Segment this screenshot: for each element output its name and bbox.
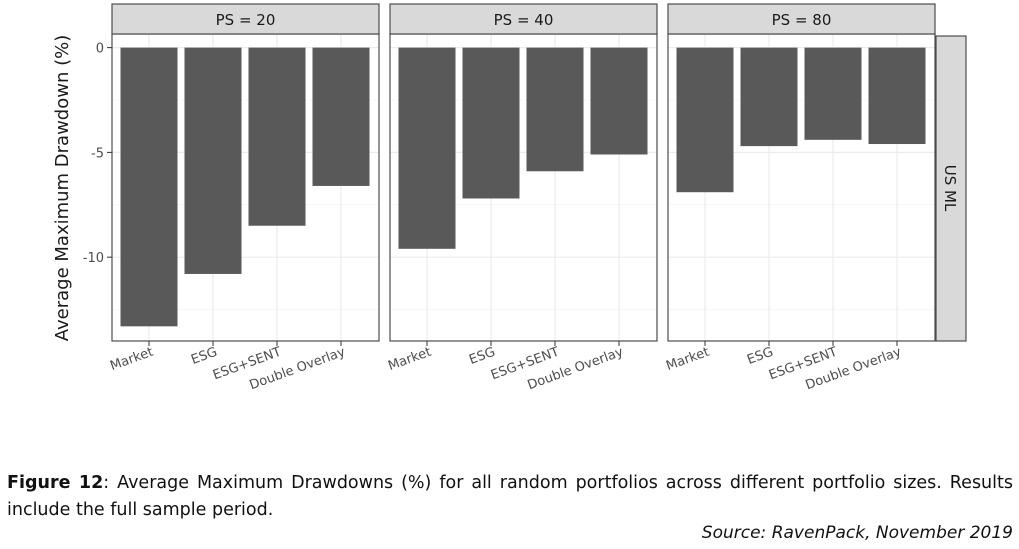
- row-strip: [935, 35, 967, 342]
- x-tick-label: ESG: [189, 345, 219, 368]
- x-tick-label: Market: [664, 345, 711, 374]
- bar-esg: [462, 47, 520, 199]
- bar-market: [398, 47, 456, 249]
- bar-market: [120, 47, 178, 327]
- source-note: Source: RavenPack, November 2019: [701, 523, 1013, 543]
- bar-esg-sent: [526, 47, 584, 172]
- panel-strip-label: PS = 20: [216, 11, 276, 29]
- y-tick-label: 0: [96, 42, 104, 57]
- bar-esg-sent: [804, 47, 862, 140]
- x-tick-label: Market: [386, 345, 433, 374]
- panel-strip: [389, 3, 658, 35]
- panel-strip: [667, 3, 936, 35]
- bar-market: [676, 47, 734, 193]
- figure-caption-label: Figure 12: [7, 473, 104, 493]
- y-tick-label: -5: [91, 146, 104, 161]
- figure-caption-text: : Average Maximum Drawdowns (%) for all …: [7, 473, 1013, 520]
- y-axis-label: Average Maximum Drawdown (%): [52, 35, 73, 342]
- bar-esg-sent: [248, 47, 306, 226]
- bar-double-overlay: [312, 47, 370, 186]
- x-tick-label: ESG: [467, 345, 497, 368]
- bar-esg: [740, 47, 798, 147]
- bars-layer: [120, 47, 926, 327]
- x-tick-label: ESG: [745, 345, 775, 368]
- bar-double-overlay: [590, 47, 648, 155]
- faceted-bar-chart: PS = 20 PS = 40 PS = 80 US ML 0 -5 -10 Market…: [52, 3, 967, 393]
- panel-strip-label: PS = 80: [772, 11, 832, 29]
- bar-double-overlay: [868, 47, 926, 145]
- figure-caption: Figure 12: Average Maximum Drawdowns (%)…: [7, 470, 1013, 524]
- x-tick-label: Market: [108, 345, 155, 374]
- bar-esg: [184, 47, 242, 274]
- y-tick-label: -10: [83, 251, 104, 266]
- panel-strip: [111, 3, 380, 35]
- strips-layer: PS = 20 PS = 40 PS = 80 US ML: [111, 3, 967, 342]
- row-strip-label: US ML: [941, 165, 959, 212]
- y-axis: 0 -5 -10: [83, 42, 112, 266]
- panel-strip-label: PS = 40: [494, 11, 554, 29]
